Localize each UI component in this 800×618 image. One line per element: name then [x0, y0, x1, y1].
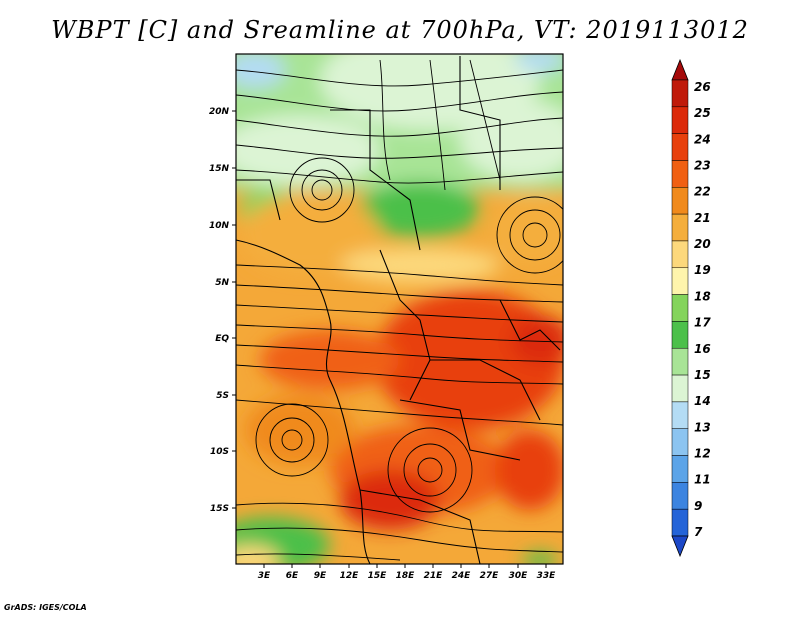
colorbar-segment	[671, 79, 689, 108]
longitude-axis: 3E 6E 9E 12E 15E 18E 21E 24E 27E 30E 33E	[258, 564, 556, 581]
lat-label-10n: 10N	[209, 221, 230, 231]
colorbar-segment	[671, 106, 689, 134]
colorbar-segment	[671, 482, 689, 510]
colorbar-label: 19	[694, 263, 711, 277]
lat-label-eq: EQ	[215, 334, 229, 344]
colorbar-labels: 26 25 24 23 22 21 20 19 18 17 16 15 14 13 12 11 9 7	[694, 80, 711, 539]
credit-text: GrADS: IGES/COLA	[4, 603, 87, 612]
colorbar-label: 9	[694, 499, 702, 513]
colorbar-label: 20	[694, 237, 711, 251]
colorbar-segment	[671, 374, 689, 403]
colorbar-segments	[671, 79, 689, 537]
colorbar-label: 13	[694, 420, 711, 434]
colorbar-label: 14	[694, 394, 711, 408]
colorbar-label: 21	[694, 211, 711, 225]
lon-label-30e: 30E	[509, 571, 529, 581]
colorbar-segment	[671, 267, 689, 295]
colorbar: 26 25 24 23 22 21 20 19 18 17 16 15 14 13 12 11 9 7	[671, 58, 711, 558]
colorbar-label: 26	[694, 80, 711, 94]
colorbar-label: 23	[694, 159, 711, 173]
country-borders	[236, 56, 561, 564]
lat-label-15s: 15S	[210, 504, 229, 514]
colorbar-label: 25	[694, 106, 711, 120]
lon-label-27e: 27E	[480, 571, 500, 581]
colorbar-segment	[671, 428, 689, 456]
lon-label-6e: 6E	[286, 571, 299, 581]
colorbar-segment	[671, 508, 689, 537]
colorbar-label: 18	[694, 289, 711, 303]
latitude-axis: 20N 15N 10N 5N EQ 5S 10S 15S	[209, 107, 236, 514]
lat-label-5n: 5N	[215, 278, 229, 288]
colorbar-label: 16	[694, 342, 711, 356]
colorbar-label: 11	[694, 473, 711, 487]
colorbar-segment	[671, 455, 689, 483]
lon-label-12e: 12E	[340, 571, 360, 581]
colorbar-label: 7	[694, 525, 703, 539]
lon-label-24e: 24E	[452, 571, 472, 581]
lon-label-18e: 18E	[396, 571, 416, 581]
colorbar-label: 17	[694, 316, 711, 330]
lon-label-33e: 33E	[537, 571, 557, 581]
colorbar-segment	[671, 321, 689, 349]
lat-label-20n: 20N	[209, 107, 230, 117]
colorbar-segment	[671, 213, 689, 242]
colorbar-segment	[671, 294, 689, 322]
colorbar-segment	[671, 401, 689, 429]
colorbar-segment	[671, 160, 689, 188]
map-frame	[235, 53, 564, 565]
colorbar-label: 22	[694, 185, 711, 199]
streamlines	[236, 59, 563, 561]
colorbar-segment	[671, 133, 689, 161]
colorbar-segment	[671, 187, 689, 215]
colorbar-segment	[671, 240, 689, 269]
lon-label-21e: 21E	[424, 571, 444, 581]
lon-label-9e: 9E	[314, 571, 327, 581]
lat-label-15n: 15N	[209, 164, 230, 174]
colorbar-top-triangle	[671, 58, 689, 81]
colorbar-label: 15	[694, 368, 711, 382]
lat-label-5s: 5S	[216, 391, 229, 401]
colorbar-segment	[671, 347, 689, 376]
colorbar-label: 24	[694, 132, 711, 146]
colorbar-bottom-triangle	[671, 535, 689, 558]
chart-title: WBPT [C] and Sreamline at 700hPa, VT: 20…	[51, 16, 749, 44]
lon-label-15e: 15E	[368, 571, 388, 581]
colorbar-label: 12	[694, 446, 711, 460]
lat-label-10s: 10S	[210, 447, 229, 457]
lon-label-3e: 3E	[258, 571, 271, 581]
